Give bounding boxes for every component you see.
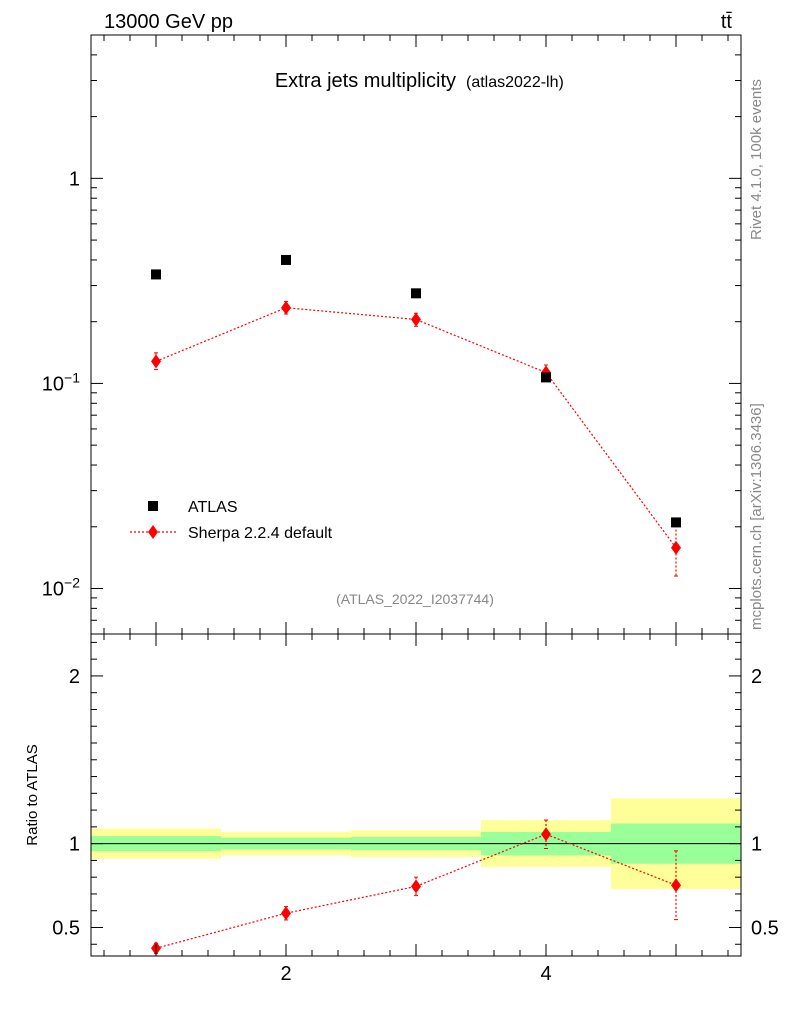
legend-label-atlas: ATLAS: [188, 499, 238, 516]
rivet-label: Rivet 4.1.0, 100k events: [748, 79, 765, 240]
y-tick-label: 10−2: [42, 575, 80, 601]
ratio-y-tick-label-left: 0.5: [52, 917, 80, 939]
mcplots-label: mcplots.cern.ch [arXiv:1306.3436]: [748, 403, 765, 630]
legend-marker-sherpa: [148, 525, 158, 539]
ratio-y-tick-label-right: 1: [751, 834, 762, 856]
x-tick-label: 2: [280, 963, 291, 985]
energy-label: 13000 GeV pp: [104, 11, 233, 33]
analysis-watermark: (ATLAS_2022_I2037744): [336, 591, 494, 607]
legend-marker-atlas: [148, 501, 158, 511]
ratio-y-tick-label-right: 2: [751, 666, 762, 688]
ratio-point: [281, 906, 291, 921]
mc-point: [411, 312, 421, 327]
main-title: Extra jets multiplicity: [275, 70, 456, 92]
legend: ATLAS Sherpa 2.2.4 default: [130, 499, 333, 542]
ratio-y-tick-label-right: 0.5: [751, 917, 779, 939]
data-point: [411, 288, 421, 299]
process-label: tt̄: [721, 11, 733, 33]
main-title-suffix: (atlas2022-lh): [466, 74, 564, 91]
ratio-frame: [90, 633, 742, 957]
data-point: [541, 372, 551, 383]
mc-line: [155, 307, 677, 549]
data-point: [151, 269, 161, 280]
mc-point: [281, 300, 291, 315]
ratio-mc-line: [155, 833, 677, 949]
main-plot-area: [151, 254, 681, 577]
main-frame: [90, 34, 742, 635]
main-panel: 1 10−1 10−2 Extra jets multiplicity (atlas…: [42, 34, 742, 635]
main-axis-ticks: 1 10−1 10−2: [42, 34, 741, 635]
data-point: [671, 517, 681, 528]
data-point: [281, 254, 291, 265]
mc-point: [671, 540, 681, 555]
x-tick-label: 4: [540, 963, 551, 985]
ratio-axis-ticks: 2 2 1 1 0.5 0.5 2 4: [52, 634, 779, 985]
ratio-y-tick-label-left: 1: [69, 834, 80, 856]
ratio-point: [671, 878, 681, 893]
ratio-plot-area: [91, 798, 741, 956]
mc-point: [151, 354, 161, 369]
ratio-y-tick-label-left: 2: [69, 666, 80, 688]
ratio-panel: 2 2 1 1 0.5 0.5 2 4 Ratio to ATLAS: [24, 633, 779, 985]
ratio-point: [541, 827, 551, 842]
ratio-ylabel: Ratio to ATLAS: [24, 744, 41, 845]
y-tick-label: 10−1: [42, 369, 80, 395]
legend-label-sherpa: Sherpa 2.2.4 default: [188, 525, 333, 542]
ratio-point: [411, 879, 421, 894]
y-tick-label: 1: [69, 168, 80, 190]
